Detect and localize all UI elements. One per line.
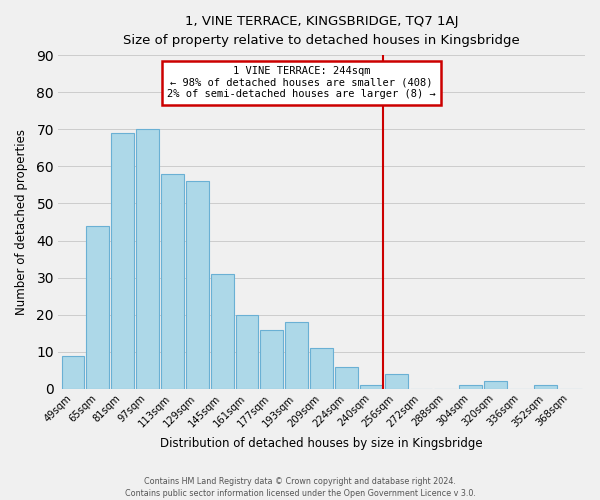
Y-axis label: Number of detached properties: Number of detached properties	[15, 129, 28, 315]
Bar	[285, 322, 308, 389]
Bar	[161, 174, 184, 389]
Bar	[236, 314, 259, 389]
Bar	[62, 356, 85, 389]
X-axis label: Distribution of detached houses by size in Kingsbridge: Distribution of detached houses by size …	[160, 437, 483, 450]
Bar	[534, 385, 557, 389]
Bar	[86, 226, 109, 389]
Bar	[260, 330, 283, 389]
Bar	[112, 133, 134, 389]
Bar	[211, 274, 233, 389]
Bar	[186, 181, 209, 389]
Bar	[385, 374, 407, 389]
Text: Contains HM Land Registry data © Crown copyright and database right 2024.
Contai: Contains HM Land Registry data © Crown c…	[125, 476, 475, 498]
Bar	[484, 382, 507, 389]
Bar	[360, 385, 383, 389]
Bar	[136, 130, 159, 389]
Title: 1, VINE TERRACE, KINGSBRIDGE, TQ7 1AJ
Size of property relative to detached hous: 1, VINE TERRACE, KINGSBRIDGE, TQ7 1AJ Si…	[123, 15, 520, 47]
Text: 1 VINE TERRACE: 244sqm
← 98% of detached houses are smaller (408)
2% of semi-det: 1 VINE TERRACE: 244sqm ← 98% of detached…	[167, 66, 436, 100]
Bar	[335, 366, 358, 389]
Bar	[310, 348, 333, 389]
Bar	[459, 385, 482, 389]
